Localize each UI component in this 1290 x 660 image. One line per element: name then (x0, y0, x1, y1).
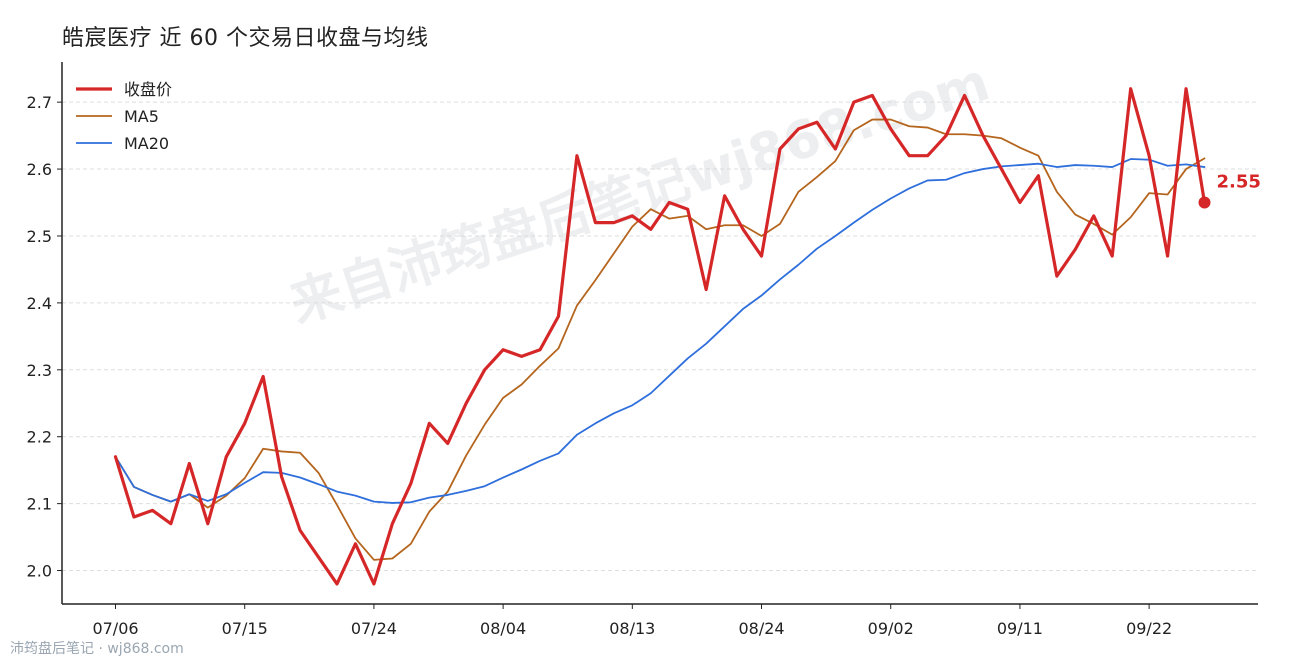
watermark: 来自沛筠盘后笔记wj868.com (283, 52, 997, 335)
grid-lines (62, 101, 1258, 572)
x-tick-label: 08/04 (480, 619, 526, 638)
y-tick-label: 2.2 (27, 428, 52, 447)
y-tick-label: 2.4 (27, 294, 52, 313)
y-tick-label: 2.7 (27, 93, 52, 112)
y-axis-ticks: 2.0 2.1 2.2 2.3 2.4 2.5 2.6 2.7 (27, 93, 62, 581)
series-line-ma20 (114, 158, 1206, 504)
last-point-dot (1198, 196, 1211, 209)
last-value-label: 2.55 (1217, 172, 1261, 193)
series-lines (113, 87, 1207, 586)
legend: 收盘价 MA5 MA20 (76, 80, 172, 153)
axes (61, 62, 1258, 605)
x-tick-label: 09/11 (997, 619, 1043, 638)
y-tick-label: 2.5 (27, 227, 52, 246)
x-tick-label: 09/22 (1126, 619, 1172, 638)
y-tick-label: 2.6 (27, 160, 52, 179)
x-tick-label: 08/24 (738, 619, 784, 638)
legend-label: MA20 (124, 134, 169, 153)
series-line-close (113, 87, 1207, 586)
legend-label: MA5 (124, 107, 159, 126)
y-tick-label: 2.0 (27, 562, 52, 581)
chart-title: 皓宸医疗 近 60 个交易日收盘与均线 (62, 26, 429, 51)
y-tick-label: 2.3 (27, 361, 52, 380)
x-tick-label: 07/06 (92, 619, 138, 638)
x-axis-ticks: 07/06 07/15 07/24 08/04 08/13 08/24 09/02 09/11… (92, 604, 1172, 638)
legend-label: 收盘价 (124, 80, 172, 99)
last-point-marker: 2.55 (1198, 172, 1261, 209)
x-tick-label: 07/24 (351, 619, 397, 638)
footer-credit: 沛筠盘后笔记 · wj868.com (10, 641, 184, 657)
y-tick-label: 2.1 (27, 495, 52, 514)
x-tick-label: 09/02 (868, 619, 914, 638)
x-tick-label: 08/13 (609, 619, 655, 638)
x-tick-label: 07/15 (222, 619, 268, 638)
